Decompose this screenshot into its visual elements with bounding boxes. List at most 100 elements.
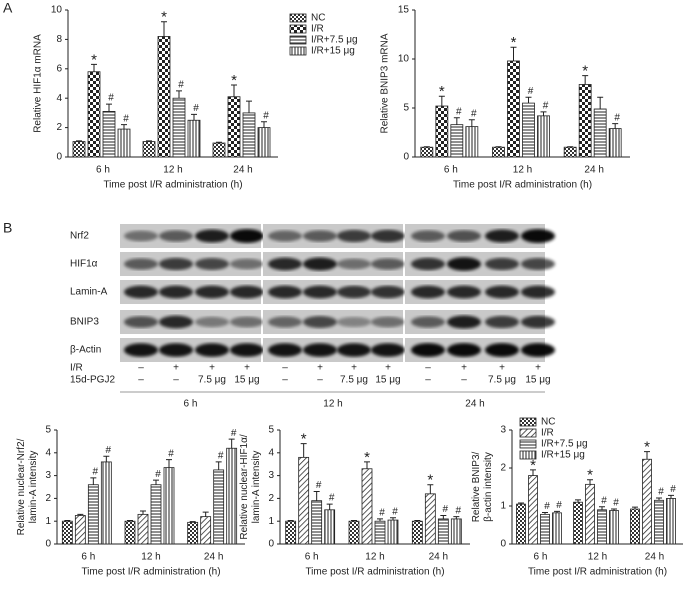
- bar: [117, 128, 131, 158]
- blot-band: [124, 316, 158, 328]
- treatment-lane: +: [461, 363, 467, 374]
- blot-band: [124, 258, 158, 270]
- treatment-lane: –: [282, 363, 288, 374]
- error-bar: [153, 479, 159, 485]
- treatment-label: 15d-PGJ2: [70, 375, 115, 386]
- blot-band: [337, 316, 371, 328]
- error-bar: [540, 111, 547, 116]
- chart: 0 5 10 15 Relative BNIP3 mRNA Time post I/R a…: [380, 5, 630, 191]
- treatment-lane: 15 μg: [525, 375, 550, 386]
- x-tick-label: 24 h: [233, 165, 252, 176]
- blot-band: [159, 257, 193, 271]
- y-tick-label: 4: [56, 93, 62, 104]
- y-tick-label: 2: [45, 493, 51, 504]
- blot-band: [230, 343, 264, 357]
- bar: [437, 518, 449, 545]
- x-tick-label: 12 h: [163, 165, 182, 176]
- blot-band: [447, 257, 481, 271]
- bar: [61, 520, 73, 545]
- blot-band: [159, 343, 193, 357]
- y-tick-label: 0: [56, 152, 62, 163]
- significance-mark: #: [556, 500, 562, 511]
- x-tick-label: 24 h: [645, 552, 664, 563]
- significance-mark: #: [658, 487, 664, 498]
- y-tick-label: 5: [45, 425, 51, 436]
- blot-band: [159, 315, 193, 329]
- blot-band: [268, 316, 302, 328]
- error-bar: [612, 123, 619, 129]
- bar: [124, 520, 136, 545]
- y-tick-label: 3: [500, 425, 506, 436]
- error-bar: [76, 140, 82, 142]
- bar: [420, 146, 434, 158]
- blot-band: [230, 316, 264, 328]
- x-tick-label: 6 h: [305, 552, 319, 563]
- blot-band: [411, 285, 445, 299]
- significance-mark: #: [528, 86, 534, 97]
- y-axis-label: Relative BNIP3/β-actin intensity: [471, 451, 494, 522]
- error-bar: [427, 484, 434, 494]
- error-bar: [189, 521, 196, 523]
- treatment-lane: +: [351, 363, 357, 374]
- x-tick-label: 6 h: [81, 552, 95, 563]
- blot-band: [447, 315, 481, 329]
- significance-mark: #: [613, 498, 619, 509]
- blot-band: [485, 343, 519, 357]
- bar: [324, 509, 336, 545]
- blot-band: [195, 258, 229, 270]
- y-axis-label-line: Relative nuclear-Nrf2/: [16, 438, 27, 535]
- legend-label: I/R+7.5 μg: [311, 35, 358, 46]
- legend-label: NC: [311, 13, 325, 24]
- y-axis-label-line: lamin-A intensity: [251, 451, 262, 524]
- bar: [585, 483, 595, 545]
- x-axis-label: Time post I/R administration (h): [528, 567, 667, 578]
- blot-band: [195, 343, 229, 357]
- significance-mark: *: [427, 472, 433, 489]
- significance-mark: *: [582, 63, 588, 80]
- treatment-lane: 7.5 μg: [340, 375, 368, 386]
- legend-swatch: [289, 24, 307, 34]
- bar: [100, 461, 112, 545]
- error-bar: [313, 491, 320, 501]
- x-tick-label: 24 h: [584, 165, 603, 176]
- treatment-lane: –: [425, 363, 431, 374]
- y-tick-label: 1: [500, 501, 506, 512]
- bar: [573, 501, 583, 545]
- bar: [187, 521, 199, 545]
- bar: [528, 475, 538, 545]
- blot-band: [195, 316, 229, 328]
- significance-mark: #: [193, 103, 199, 114]
- y-tick-label: 0: [500, 539, 506, 550]
- error-bar: [166, 459, 172, 468]
- bar: [298, 456, 310, 545]
- y-tick-label: 2: [56, 122, 62, 133]
- significance-mark: #: [601, 495, 607, 506]
- blot-band: [159, 230, 193, 242]
- bar: [227, 96, 241, 158]
- bar: [257, 127, 271, 158]
- error-bar: [632, 506, 638, 510]
- legend-label: NC: [541, 417, 555, 428]
- blot-band: [337, 285, 371, 299]
- bar: [642, 458, 652, 545]
- significance-mark: #: [456, 505, 462, 516]
- bar: [630, 508, 640, 545]
- blot-band: [521, 285, 555, 299]
- significance-mark: *: [644, 439, 650, 456]
- y-tick-label: 15: [398, 5, 410, 16]
- bar: [157, 36, 171, 158]
- bar: [87, 71, 101, 158]
- error-bar: [468, 119, 475, 127]
- significance-mark: *: [301, 431, 307, 448]
- legend-swatch: [519, 450, 537, 460]
- blot-band: [411, 343, 445, 357]
- significance-mark: #: [456, 106, 462, 117]
- bar: [226, 447, 238, 545]
- error-bar: [364, 461, 370, 469]
- blot-band: [485, 229, 519, 243]
- bar: [102, 111, 116, 158]
- bar: [507, 60, 520, 158]
- bar: [522, 102, 535, 158]
- blot-band: [371, 258, 405, 270]
- bar: [435, 105, 449, 158]
